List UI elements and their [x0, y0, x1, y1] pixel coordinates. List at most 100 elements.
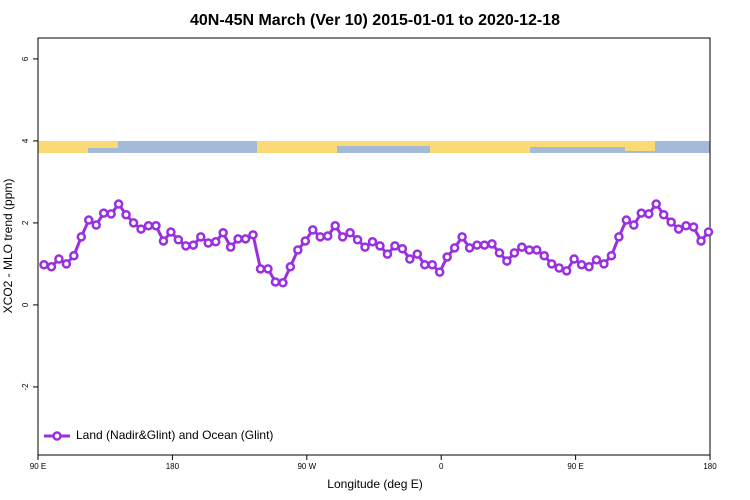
- data-point: [599, 259, 609, 269]
- data-point: [614, 232, 624, 242]
- data-point: [203, 238, 213, 248]
- data-point: [427, 259, 437, 270]
- data-point: [315, 232, 325, 242]
- data-point: [696, 236, 706, 246]
- legend-marker: [52, 431, 62, 441]
- data-point: [621, 215, 632, 225]
- data-point: [106, 209, 116, 219]
- data-point: [509, 248, 520, 258]
- data-point: [546, 259, 557, 269]
- data-point: [300, 236, 311, 246]
- data-point: [636, 208, 647, 218]
- data-point: [554, 263, 564, 273]
- data-point: [397, 244, 408, 254]
- data-point: [352, 234, 363, 245]
- data-point: [442, 252, 452, 262]
- data-point: [681, 221, 691, 231]
- land-band: [430, 141, 530, 153]
- data-point: [39, 259, 49, 270]
- data-point: [308, 225, 318, 235]
- data-point: [449, 243, 460, 253]
- data-point: [502, 256, 512, 266]
- data-point: [337, 232, 348, 242]
- land-band: [337, 141, 432, 146]
- data-point: [218, 228, 228, 238]
- data-point: [532, 245, 542, 255]
- data-point: [405, 254, 415, 264]
- data-point: [151, 221, 161, 231]
- data-point: [390, 241, 400, 251]
- data-point: [666, 217, 676, 227]
- data-point: [584, 262, 594, 272]
- data-point: [188, 240, 199, 250]
- x-axis-label: Longitude (deg E): [327, 477, 422, 491]
- plot-frame: [37, 37, 711, 456]
- data-point: [173, 234, 184, 245]
- data-point: [629, 220, 639, 230]
- data-point: [54, 254, 64, 264]
- data-point: [517, 242, 527, 252]
- data-point: [263, 264, 273, 274]
- data-point: [293, 245, 303, 255]
- data-point: [330, 221, 340, 231]
- data-point: [651, 199, 661, 209]
- data-point: [196, 232, 206, 242]
- data-point: [479, 240, 490, 250]
- data-point: [420, 259, 430, 270]
- x-tick-label: 180: [166, 462, 180, 471]
- data-point: [360, 242, 370, 252]
- data-point: [576, 259, 587, 270]
- x-tick-label: 90 W: [297, 462, 316, 471]
- data-point: [84, 215, 94, 225]
- data-point: [464, 243, 475, 253]
- x-tick-label: 0: [439, 462, 444, 471]
- data-point: [412, 249, 423, 259]
- data-point: [121, 209, 131, 220]
- land-band: [88, 141, 118, 148]
- data-point: [225, 242, 236, 252]
- data-point: [434, 267, 445, 277]
- data-point: [270, 277, 281, 287]
- x-tick-label: 180: [703, 462, 717, 471]
- data-point: [673, 224, 684, 234]
- data-point: [472, 240, 482, 250]
- x-tick-label: 90 E: [30, 462, 46, 471]
- land-band: [530, 141, 625, 147]
- data-point: [322, 231, 333, 241]
- data-point: [46, 262, 57, 272]
- data-point: [278, 278, 288, 288]
- y-tick-label: 0: [21, 302, 30, 307]
- y-tick-label: 4: [21, 138, 30, 143]
- data-point: [136, 224, 146, 234]
- y-axis-label: XCO2 - MLO trend (ppm): [1, 179, 15, 314]
- data-point: [703, 227, 714, 237]
- data-point: [561, 266, 572, 276]
- data-point: [113, 199, 124, 209]
- data-point: [210, 237, 221, 247]
- data-point: [539, 250, 549, 261]
- data-point: [240, 234, 251, 244]
- y-tick-label: 6: [21, 56, 30, 61]
- data-point: [688, 222, 699, 232]
- land-band: [257, 141, 337, 153]
- land-band: [38, 141, 88, 153]
- data-point: [248, 230, 258, 240]
- data-point: [255, 264, 266, 274]
- data-point: [233, 234, 243, 244]
- data-point: [76, 232, 87, 242]
- data-point: [181, 241, 191, 251]
- data-point: [644, 209, 654, 219]
- data-point: [591, 255, 602, 265]
- data-point: [457, 232, 467, 242]
- data-point: [375, 241, 385, 251]
- y-tick-label: 2: [21, 220, 30, 225]
- data-point: [524, 245, 535, 255]
- data-point: [91, 220, 101, 230]
- data-point: [69, 250, 79, 261]
- chart-title: 40N-45N March (Ver 10) 2015-01-01 to 202…: [190, 12, 560, 29]
- data-point: [569, 254, 579, 264]
- data-point: [345, 228, 355, 238]
- data-point: [606, 250, 617, 261]
- data-point: [658, 209, 669, 220]
